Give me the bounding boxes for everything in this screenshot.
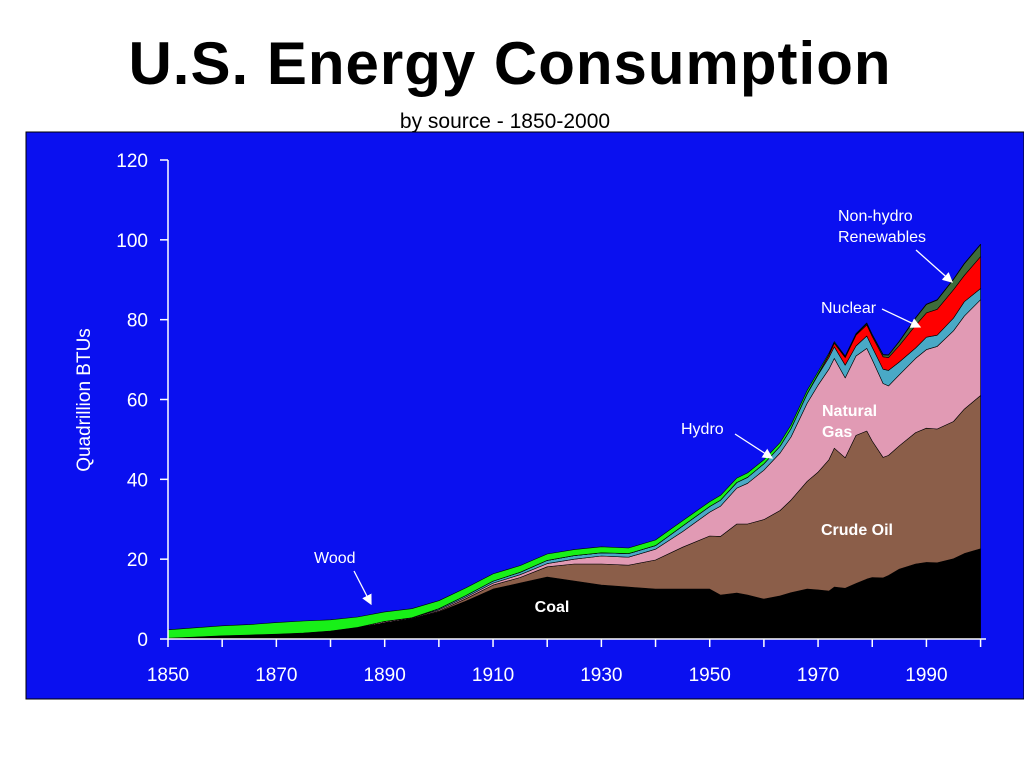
arrow-non-hydro-renewables (915, 249, 953, 283)
page-subtitle: by source - 1850-2000 (399, 110, 611, 133)
x-tick-label: 1850 (147, 665, 189, 686)
y-tick-label: 120 (116, 151, 148, 172)
label-wood: Wood (314, 550, 356, 567)
label-natural-gas: Natural Gas (822, 403, 877, 441)
label-crude-oil: Crude Oil (821, 522, 893, 539)
x-tick-label: 1930 (580, 665, 622, 686)
y-tick-label: 0 (137, 630, 148, 651)
x-tick-label: 1990 (905, 665, 947, 686)
label-non-hydro-renewables: Non-hydro Renewables (838, 208, 926, 246)
label-coal: Coal (535, 599, 570, 616)
x-tick-label: 1910 (472, 665, 514, 686)
y-tick-label: 100 (116, 231, 148, 252)
y-tick-label: 80 (127, 311, 148, 332)
page-title: U.S. Energy Consumption (128, 30, 892, 97)
y-tick-label: 60 (127, 391, 148, 412)
tick-marks: 0 20 40 60 80 100 120 1850 1870 1890 1910 1930 1950 1… (116, 151, 982, 686)
arrow-hydro (734, 433, 774, 459)
y-tick-label: 20 (127, 550, 148, 571)
x-tick-label: 1950 (689, 665, 731, 686)
label-nuclear: Nuclear (821, 300, 877, 317)
arrow-wood (353, 570, 372, 606)
y-tick-label: 40 (127, 470, 148, 491)
x-tick-label: 1890 (364, 665, 406, 686)
x-tick-label: 1970 (797, 665, 839, 686)
label-hydro: Hydro (681, 421, 724, 438)
y-axis-label: Quadrillion BTUs (74, 328, 95, 472)
area-wood (167, 243, 981, 639)
annotations: Coal Crude Oil Natural Gas Hydro Nuclear Non-h… (314, 208, 953, 616)
x-tick-label: 1870 (255, 665, 297, 686)
arrow-nuclear (881, 308, 922, 328)
